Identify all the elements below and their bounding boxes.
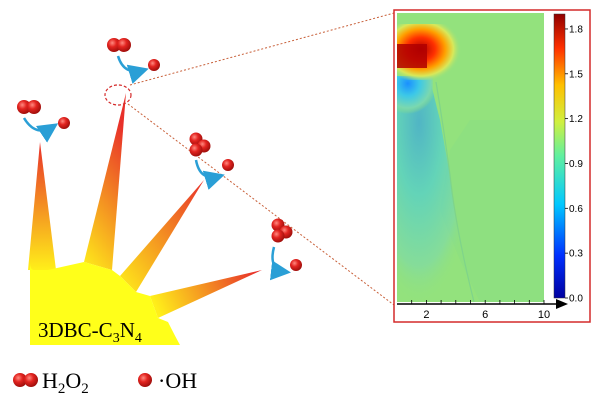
x-axis-ticks: 2 6 10: [411, 300, 550, 321]
reaction-arrow: [116, 55, 149, 84]
molecule-group-2: [107, 38, 160, 84]
molecule-group-3: [189, 132, 234, 190]
colorbar-tick-label: 0.3: [569, 249, 583, 260]
heatmap-hot-core: [397, 44, 427, 68]
colorbar-ticks: 1.8 1.5 1.2 0.9 0.6 0.3 0.0: [565, 24, 583, 305]
legend-h2o2-label: H2O2: [42, 368, 89, 396]
heatmap-panel: 1.8 1.5 1.2 0.9 0.6 0.3 0.0 2 6 10: [393, 9, 591, 323]
sun-ray: [84, 93, 126, 270]
h2o2-molecule: [271, 229, 285, 243]
oh-radical: [290, 259, 302, 271]
sun-rays: [28, 93, 262, 318]
heatmap-cold-region: [397, 78, 470, 302]
sun-body: [30, 262, 180, 345]
h2o2-molecule: [17, 100, 31, 114]
zoom-circle: [104, 84, 132, 106]
sun-ray: [150, 270, 262, 318]
colorbar-tick-label: 0.6: [569, 204, 583, 215]
legend-oh-label: ·OH: [158, 368, 197, 393]
x-axis-tick-label: 2: [423, 309, 429, 321]
zoom-lines: [127, 12, 395, 306]
reaction-arrow: [194, 159, 225, 190]
colorbar-tick-label: 1.8: [569, 24, 583, 35]
reaction-arrow: [22, 117, 59, 143]
h2o2-molecule: [189, 143, 203, 157]
oh-radical: [222, 159, 234, 171]
sun-ray: [120, 180, 204, 292]
legend-h2o2-icon: [13, 373, 27, 387]
zoom-line-top: [129, 12, 395, 86]
colorbar-tick-label: 1.2: [569, 114, 583, 125]
oh-radical: [58, 117, 70, 129]
legend-oh-icon: [138, 373, 152, 387]
molecule-group-4: [269, 218, 302, 281]
colorbar: [553, 13, 566, 299]
x-axis-tick-label: 10: [538, 309, 550, 321]
legend: H2O2 ·OH: [13, 368, 197, 396]
h2o2-molecule: [117, 38, 131, 52]
reaction-arrow: [269, 246, 291, 281]
molecule-group-1: [17, 100, 70, 143]
h2o2-molecule: [107, 38, 121, 52]
zoom-line-bottom: [127, 103, 395, 306]
h2o2-molecule: [27, 100, 41, 114]
heatmap-boundary: [435, 81, 475, 303]
heatmap-cold-spot: [397, 76, 433, 114]
legend-h2o2-icon: [24, 373, 38, 387]
oh-radical: [148, 59, 160, 71]
catalyst-label: 3DBC-C3N4: [38, 318, 142, 346]
colorbar-tick-label: 1.5: [569, 69, 583, 80]
sun-ray: [28, 142, 56, 270]
colorbar-tick-label: 0.0: [569, 294, 583, 305]
colorbar-tick-label: 0.9: [569, 159, 583, 170]
x-axis-arrow: [556, 299, 568, 309]
x-axis-tick-label: 6: [482, 309, 488, 321]
